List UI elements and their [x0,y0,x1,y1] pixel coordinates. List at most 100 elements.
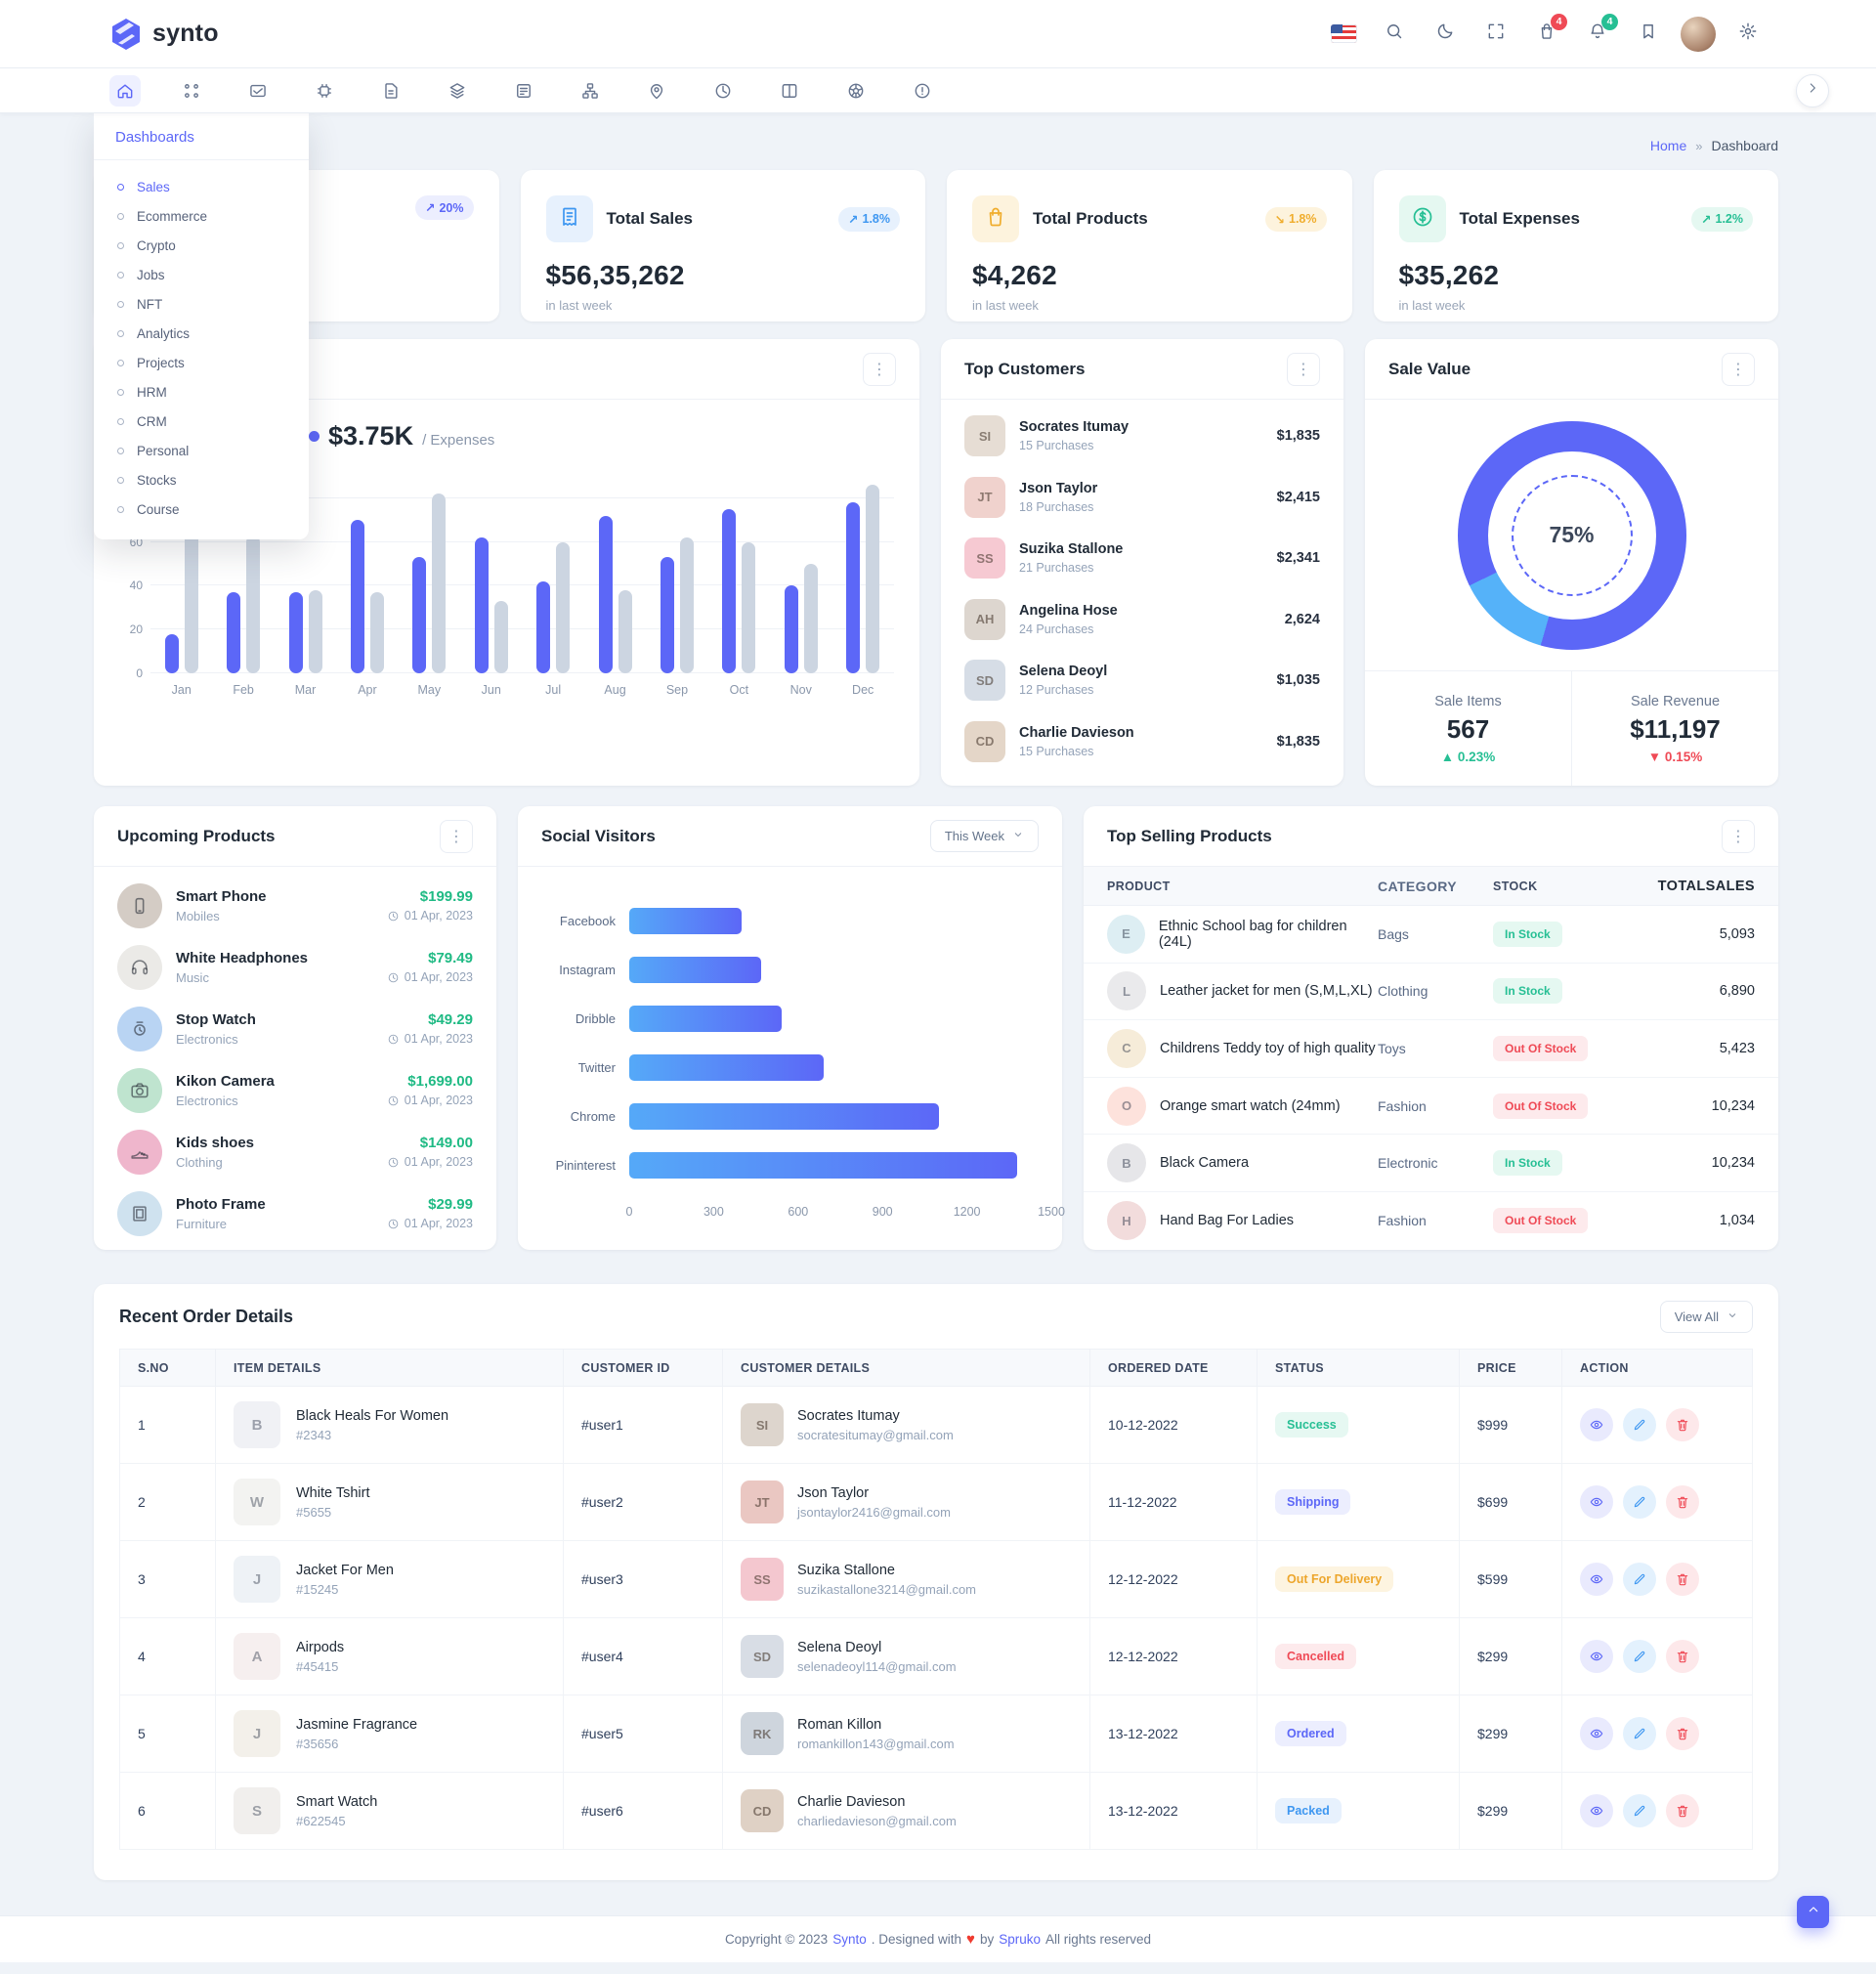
product-category: Furniture [176,1216,228,1231]
dropdown-item-stocks[interactable]: Stocks [104,465,299,494]
bar-group-aug [598,515,632,673]
language-flag-button[interactable] [1325,16,1362,53]
dropdown-item-crypto[interactable]: Crypto [104,231,299,260]
nav-item-alert-icon[interactable] [907,75,938,107]
nav-item-tree-icon[interactable] [575,75,606,107]
stat-subtitle: in last week [1398,298,1466,313]
dropdown-item-jobs[interactable]: Jobs [104,260,299,289]
footer-author-link[interactable]: Spruko [999,1932,1041,1947]
view-button[interactable] [1580,1640,1613,1673]
customer-avatar: SS [741,1558,784,1601]
customer-meta: Charlie Davieson charliedavieson@gmail.co… [797,1794,957,1828]
edit-button[interactable] [1623,1408,1656,1441]
user-avatar[interactable] [1681,16,1716,52]
item-name: Airpods [296,1639,345,1655]
dropdown-item-analytics[interactable]: Analytics [104,319,299,348]
panel-menu-button[interactable]: ⋮ [440,819,473,853]
product-price: $29.99 [428,1196,473,1213]
edit-button[interactable] [1623,1794,1656,1827]
footer-brand-link[interactable]: Synto [832,1932,867,1947]
view-button[interactable] [1580,1563,1613,1596]
total-sales-cell: 10,234 [1711,1155,1755,1172]
nav-item-apps-icon[interactable] [176,75,207,107]
panel-menu-button[interactable]: ⋮ [1287,352,1320,386]
view-button[interactable] [1580,1794,1613,1827]
search-button[interactable] [1376,16,1413,53]
heart-icon: ♥ [966,1931,975,1948]
nav-item-file-icon[interactable] [375,75,406,107]
dropdown-item-crm[interactable]: CRM [104,407,299,436]
bar-group-nov [784,564,818,673]
clock-icon [387,1094,400,1107]
product-name: Photo Frame [176,1195,266,1213]
nav-item-home-icon[interactable] [109,74,141,107]
column-header: ITEM DETAILS [215,1349,564,1387]
week-filter-dropdown[interactable]: This Week [929,820,1039,852]
order-row: 5 J Jasmine Fragrance #35656 #user5 RK Roman K… [119,1695,1753,1773]
dropdown-item-nft[interactable]: NFT [104,289,299,319]
item-cell: S Smart Watch #622545 [215,1772,564,1850]
view-button[interactable] [1580,1485,1613,1519]
nav-item-clockpie-icon[interactable] [707,75,739,107]
customer-cell: SS Suzika Stallone suzikastallone3214@gmai… [722,1540,1090,1618]
cart-button[interactable]: 4 [1528,13,1567,53]
nav-item-pin-icon[interactable] [641,75,672,107]
total-sales-cell: 6,890 [1719,983,1755,1000]
nav-item-wheel-icon[interactable] [840,75,872,107]
delete-button[interactable] [1666,1717,1699,1750]
dropdown-item-list: Sales Ecommerce Crypto Jobs NFT Analytics Proj… [94,160,309,539]
top-customers-panel: Top Customers ⋮ SI Socrates Itumay 15 Purc… [941,339,1343,786]
trend-up-arrow: ↗ [1701,212,1712,227]
panel-menu-button[interactable]: ⋮ [1722,819,1755,853]
nav-item-form-icon[interactable] [508,75,539,107]
dropdown-item-personal[interactable]: Personal [104,436,299,465]
settings-button[interactable] [1729,16,1767,53]
cart-badge: 4 [1551,13,1567,30]
notifications-button[interactable]: 4 [1579,13,1618,53]
y-axis-label: 0 [136,666,143,680]
dropdown-item-ecommerce[interactable]: Ecommerce [104,201,299,231]
bar-group-oct [722,509,756,673]
expenses-bar [432,494,447,673]
scroll-to-top-button[interactable] [1797,1896,1829,1928]
dropdown-item-hrm[interactable]: HRM [104,377,299,407]
edit-button[interactable] [1623,1485,1656,1519]
nav-item-layers-icon[interactable] [442,75,473,107]
expenses-bar [803,564,818,673]
delete-button[interactable] [1666,1408,1699,1441]
panel-menu-button[interactable]: ⋮ [1722,352,1755,386]
edit-button[interactable] [1623,1717,1656,1750]
edit-button[interactable] [1623,1640,1656,1673]
dark-mode-button[interactable] [1427,16,1464,53]
social-bar [629,1005,782,1032]
nav-item-chip-icon[interactable] [309,75,340,107]
product-price: $199.99 [419,888,473,905]
stock-cell: Out Of Stock [1493,1035,1657,1061]
customer-avatar: SI [741,1403,784,1446]
bookmark-button[interactable] [1630,16,1667,53]
delete-button[interactable] [1666,1563,1699,1596]
fullscreen-button[interactable] [1477,16,1514,53]
delete-button[interactable] [1666,1794,1699,1827]
nav-item-mail-icon[interactable] [242,75,274,107]
dropdown-item-projects[interactable]: Projects [104,348,299,377]
nav-scroll-next-button[interactable] [1796,73,1829,107]
delete-button[interactable] [1666,1485,1699,1519]
view-button[interactable] [1580,1717,1613,1750]
customer-amount: $1,835 [1276,428,1320,445]
customer-meta: Suzika Stallone suzikastallone3214@gmail.… [797,1563,976,1597]
delete-button[interactable] [1666,1640,1699,1673]
view-all-dropdown[interactable]: View All [1659,1300,1753,1333]
stock-badge: In Stock [1493,1150,1562,1177]
nav-item-columns-icon[interactable] [774,75,805,107]
breadcrumb-home-link[interactable]: Home [1649,138,1687,153]
edit-button[interactable] [1623,1563,1656,1596]
brand-logo[interactable]: synto [109,18,219,51]
dropdown-item-sales[interactable]: Sales [104,172,299,201]
view-button[interactable] [1580,1408,1613,1441]
brand-logo-icon [112,18,140,50]
dropdown-item-course[interactable]: Course [104,494,299,524]
product-cell: E Ethnic School bag for children (24L) [1107,914,1378,954]
panel-menu-button[interactable]: ⋮ [863,352,896,386]
panel-title: Recent Order Details [119,1306,294,1326]
